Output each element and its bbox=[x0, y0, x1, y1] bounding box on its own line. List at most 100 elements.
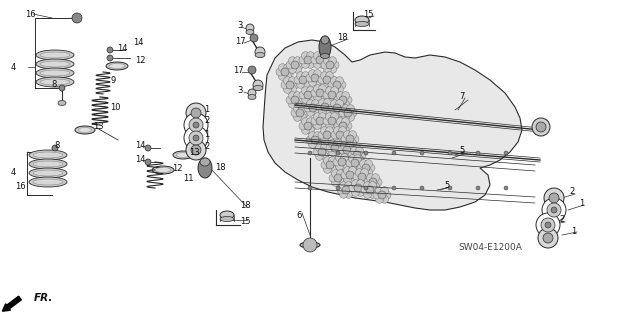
Text: 3: 3 bbox=[237, 85, 242, 94]
Circle shape bbox=[296, 72, 304, 80]
Circle shape bbox=[326, 95, 334, 103]
Circle shape bbox=[342, 92, 350, 100]
Circle shape bbox=[293, 105, 301, 113]
Text: 6: 6 bbox=[296, 211, 302, 220]
Circle shape bbox=[324, 157, 332, 165]
Circle shape bbox=[343, 131, 352, 139]
Circle shape bbox=[476, 186, 480, 190]
Circle shape bbox=[301, 72, 309, 80]
Circle shape bbox=[333, 104, 341, 112]
Text: 2: 2 bbox=[559, 215, 565, 225]
Circle shape bbox=[337, 170, 345, 178]
Circle shape bbox=[278, 72, 286, 80]
Circle shape bbox=[334, 127, 342, 135]
Circle shape bbox=[342, 105, 350, 113]
Circle shape bbox=[371, 186, 379, 194]
Circle shape bbox=[326, 80, 334, 88]
Circle shape bbox=[301, 95, 309, 103]
Circle shape bbox=[296, 80, 304, 88]
Ellipse shape bbox=[152, 166, 174, 174]
Circle shape bbox=[344, 109, 352, 117]
Circle shape bbox=[323, 148, 331, 156]
Circle shape bbox=[314, 70, 322, 78]
Circle shape bbox=[326, 144, 334, 152]
Circle shape bbox=[309, 132, 316, 140]
Circle shape bbox=[353, 155, 361, 163]
Circle shape bbox=[309, 140, 316, 148]
Text: 2: 2 bbox=[205, 141, 210, 150]
Circle shape bbox=[309, 70, 316, 78]
Ellipse shape bbox=[173, 151, 193, 159]
Circle shape bbox=[311, 74, 319, 82]
Circle shape bbox=[298, 113, 306, 121]
Circle shape bbox=[306, 60, 314, 68]
Circle shape bbox=[331, 61, 339, 69]
Circle shape bbox=[504, 186, 508, 190]
Circle shape bbox=[326, 121, 334, 129]
Circle shape bbox=[335, 154, 343, 162]
Circle shape bbox=[330, 85, 339, 93]
Circle shape bbox=[356, 180, 365, 188]
Circle shape bbox=[324, 65, 332, 73]
Circle shape bbox=[321, 80, 329, 88]
Circle shape bbox=[323, 131, 331, 139]
Circle shape bbox=[316, 74, 324, 82]
Circle shape bbox=[355, 169, 363, 177]
Circle shape bbox=[314, 60, 322, 68]
Circle shape bbox=[314, 121, 322, 129]
Circle shape bbox=[448, 186, 452, 190]
Circle shape bbox=[374, 178, 382, 186]
Text: 10: 10 bbox=[110, 102, 120, 111]
Circle shape bbox=[343, 167, 352, 175]
Circle shape bbox=[278, 64, 286, 72]
Circle shape bbox=[309, 104, 317, 112]
Circle shape bbox=[353, 173, 361, 181]
Text: 14: 14 bbox=[133, 37, 143, 46]
Circle shape bbox=[283, 77, 291, 85]
Circle shape bbox=[345, 182, 353, 190]
Circle shape bbox=[306, 136, 314, 144]
Ellipse shape bbox=[29, 159, 67, 169]
Text: 14: 14 bbox=[117, 44, 127, 52]
Circle shape bbox=[299, 76, 307, 84]
Circle shape bbox=[348, 139, 356, 147]
Circle shape bbox=[336, 186, 340, 190]
Circle shape bbox=[536, 122, 546, 132]
Circle shape bbox=[303, 238, 317, 252]
Circle shape bbox=[301, 126, 309, 134]
Ellipse shape bbox=[200, 158, 210, 166]
Circle shape bbox=[328, 104, 336, 112]
Circle shape bbox=[356, 159, 364, 167]
Circle shape bbox=[288, 100, 296, 108]
Circle shape bbox=[309, 78, 316, 86]
Circle shape bbox=[304, 76, 312, 84]
Circle shape bbox=[145, 159, 151, 165]
Circle shape bbox=[364, 151, 368, 155]
Circle shape bbox=[343, 158, 351, 166]
Circle shape bbox=[301, 80, 309, 88]
Circle shape bbox=[352, 188, 360, 196]
Circle shape bbox=[304, 122, 312, 130]
Circle shape bbox=[248, 89, 256, 97]
Circle shape bbox=[366, 182, 374, 190]
Circle shape bbox=[283, 72, 291, 80]
Circle shape bbox=[341, 131, 349, 139]
Circle shape bbox=[311, 108, 319, 116]
Circle shape bbox=[334, 96, 342, 104]
Circle shape bbox=[368, 190, 376, 198]
Circle shape bbox=[336, 144, 344, 152]
Circle shape bbox=[352, 180, 360, 188]
Circle shape bbox=[288, 77, 296, 85]
Circle shape bbox=[354, 184, 362, 192]
Circle shape bbox=[323, 117, 331, 125]
Circle shape bbox=[345, 142, 353, 150]
Ellipse shape bbox=[177, 153, 190, 157]
Circle shape bbox=[298, 105, 306, 113]
Circle shape bbox=[330, 113, 339, 121]
Circle shape bbox=[335, 77, 343, 85]
Circle shape bbox=[145, 145, 151, 151]
Circle shape bbox=[304, 104, 312, 112]
Circle shape bbox=[363, 182, 371, 190]
Text: 18: 18 bbox=[240, 201, 250, 210]
Circle shape bbox=[532, 118, 550, 136]
